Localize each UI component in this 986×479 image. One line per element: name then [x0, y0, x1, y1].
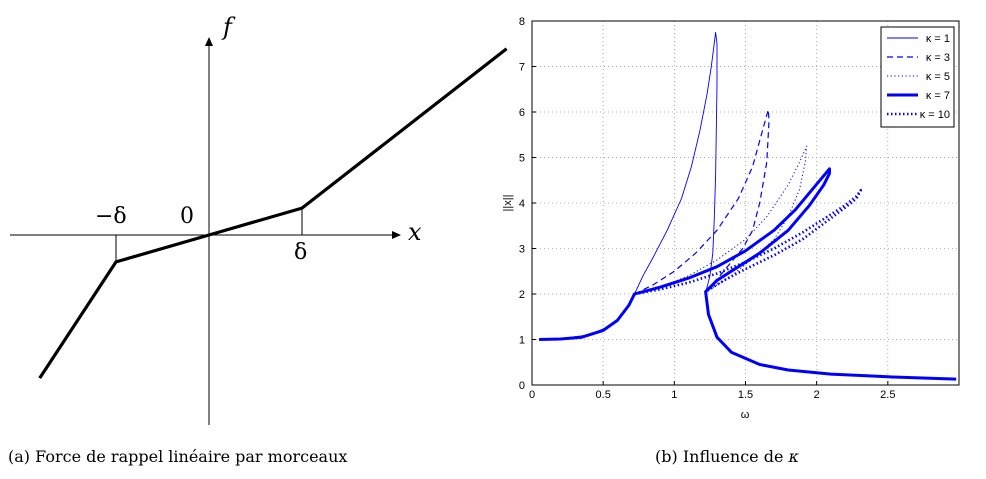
- f-axis-label-a: f: [221, 13, 236, 41]
- panel-a-piecewise-force: x f −δ 0 δ: [10, 13, 508, 425]
- x-tick-label: 0: [529, 389, 535, 401]
- legend-label: κ = 10: [920, 109, 950, 121]
- y-tick-label: 4: [519, 198, 525, 210]
- x-tick-label: 2: [814, 389, 820, 401]
- series-line-kappa-4: [539, 167, 957, 381]
- panel-b-frequency-response: 0 0.5 1 1.5 2 2.5 0 1 2 3 4 5 6 7 8 ω ||x|| κ = 1 κ = 3…: [502, 16, 960, 421]
- y-tick-label: 8: [519, 16, 525, 28]
- series-line-kappa-5: [634, 189, 863, 296]
- x-axis-label-b: ω: [741, 409, 750, 421]
- caption-b: (b) Influence de κ: [655, 447, 799, 466]
- caption-b-text: (b) Influence de: [655, 447, 789, 466]
- series-line-kappa-1: [539, 31, 718, 340]
- y-tick-label: 2: [519, 289, 525, 301]
- series-line-kappa-3: [634, 145, 808, 295]
- piecewise-force-curve: [38, 47, 508, 379]
- series-line-kappa-2: [634, 109, 770, 295]
- y-tick-label: 6: [519, 107, 525, 119]
- y-tick-label: 5: [519, 153, 525, 165]
- legend-box: [880, 26, 955, 128]
- y-axis-label-b: ||x||: [502, 195, 514, 212]
- y-tick-label: 3: [519, 244, 525, 256]
- legend-label: κ = 7: [926, 90, 950, 102]
- tick-label-zero: 0: [180, 204, 194, 229]
- legend-label: κ = 3: [926, 52, 950, 64]
- y-tick-label: 0: [519, 380, 525, 392]
- legend-b: κ = 1 κ = 3 κ = 5 κ = 7 κ = 10: [880, 26, 955, 128]
- x-tick-label: 1.5: [738, 389, 753, 401]
- x-tick-label: 1: [671, 389, 677, 401]
- tick-label-minus-delta: −δ: [95, 204, 127, 229]
- x-tick-label: 2.5: [880, 389, 895, 401]
- y-tick-label: 7: [519, 62, 525, 74]
- tick-label-delta: δ: [294, 240, 307, 265]
- caption-a: (a) Force de rappel linéaire par morceau…: [8, 447, 348, 466]
- legend-label: κ = 5: [926, 71, 950, 83]
- x-tick-label: 0.5: [596, 389, 611, 401]
- caption-b-symbol: κ: [788, 447, 800, 466]
- series-b: [539, 31, 957, 381]
- legend-label: κ = 1: [926, 33, 950, 45]
- ticks-b: 0 0.5 1 1.5 2 2.5 0 1 2 3 4 5 6 7 8: [519, 16, 896, 401]
- y-tick-label: 1: [519, 335, 525, 347]
- x-axis-label-a: x: [408, 218, 422, 246]
